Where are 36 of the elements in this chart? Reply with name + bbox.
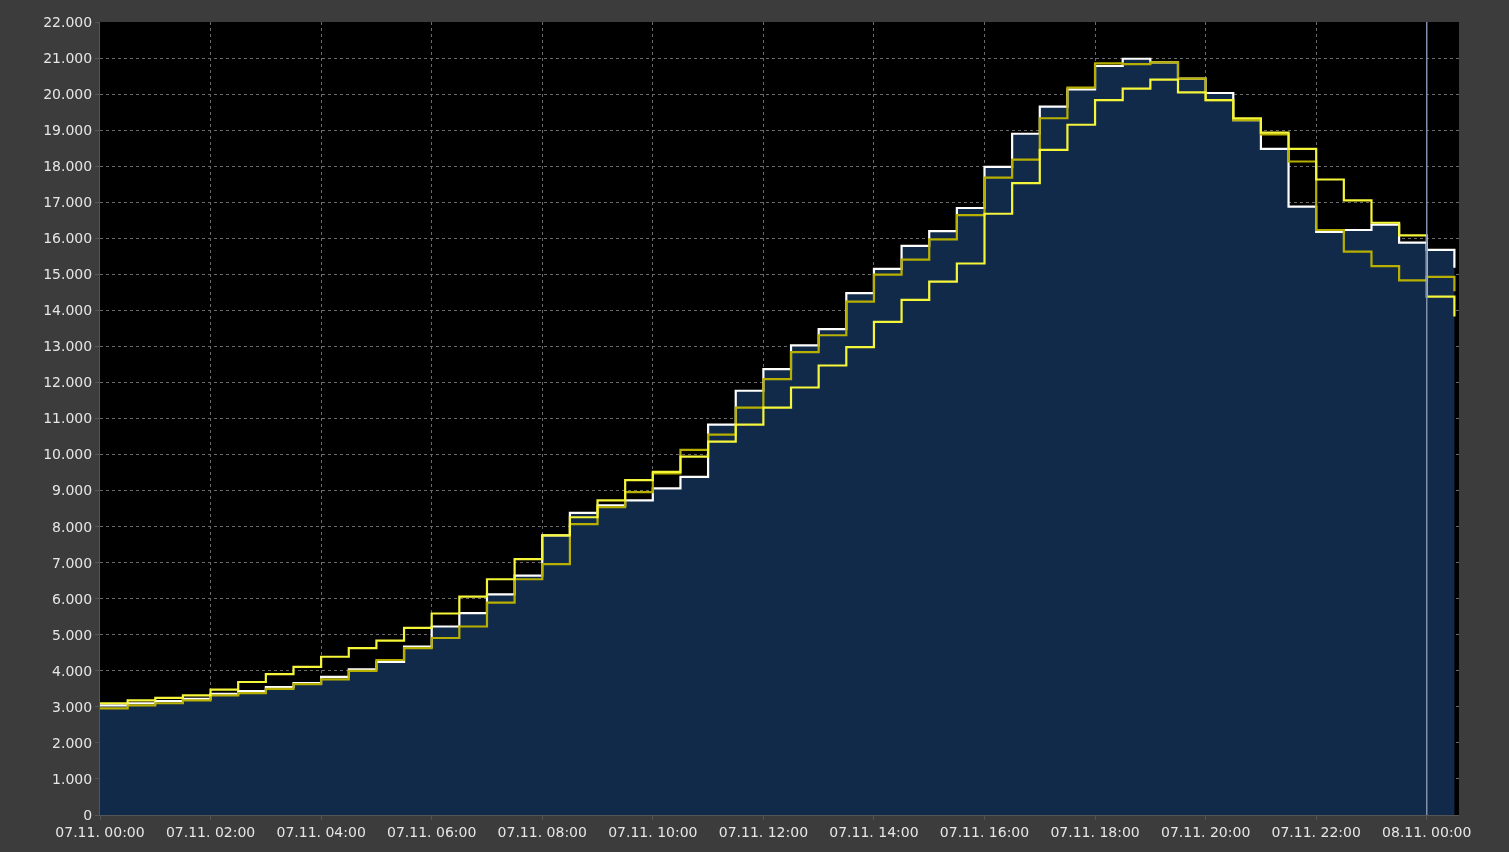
x-tick-label: 07.11. 16:00 <box>939 823 1030 840</box>
y-tick-label: 21.000 <box>43 49 93 66</box>
y-tick-label: 10.000 <box>43 446 93 463</box>
x-tick-label: 07.11. 10:00 <box>608 823 698 840</box>
y-tick-label: 7.000 <box>52 554 93 571</box>
y-tick-label: 17.000 <box>43 194 93 211</box>
y-tick-label: 8.000 <box>52 518 93 535</box>
y-tick-label: 3.000 <box>52 698 93 715</box>
y-tick-label: 5.000 <box>52 626 93 643</box>
x-tick-label: 07.11. 20:00 <box>1160 823 1251 840</box>
x-tick-label: 07.11. 00:00 <box>55 823 145 840</box>
y-tick-label: 11.000 <box>43 410 93 427</box>
y-tick-label: 16.000 <box>43 230 93 247</box>
y-tick-label: 20.000 <box>43 85 93 102</box>
y-tick-label: 4.000 <box>52 662 93 679</box>
y-tick-label: 18.000 <box>43 158 93 175</box>
y-tick-label: 2.000 <box>52 734 93 751</box>
y-tick-label: 12.000 <box>43 374 93 391</box>
x-tick-label: 07.11. 14:00 <box>829 823 919 840</box>
x-tick-label: 07.11. 08:00 <box>497 823 587 840</box>
y-tick-label: 22.000 <box>43 13 93 30</box>
y-tick-label: 1.000 <box>52 770 93 787</box>
x-tick-label: 07.11. 02:00 <box>165 823 256 840</box>
y-tick-label: 9.000 <box>52 482 93 499</box>
y-tick-label: 0 <box>83 806 93 823</box>
x-tick-label: 07.11. 22:00 <box>1271 823 1361 840</box>
x-tick-label: 08.11. 00:00 <box>1382 823 1472 840</box>
y-tick-label: 13.000 <box>43 338 93 355</box>
y-tick-label: 19.000 <box>43 122 93 139</box>
y-tick-label: 15.000 <box>43 266 93 283</box>
y-tick-label: 6.000 <box>52 590 93 607</box>
x-tick-label: 07.11. 18:00 <box>1050 823 1140 840</box>
x-tick-label: 07.11. 12:00 <box>718 823 809 840</box>
y-tick-label: 14.000 <box>43 302 93 319</box>
x-tick-label: 07.11. 04:00 <box>276 823 366 840</box>
x-tick-label: 07.11. 06:00 <box>387 823 477 840</box>
